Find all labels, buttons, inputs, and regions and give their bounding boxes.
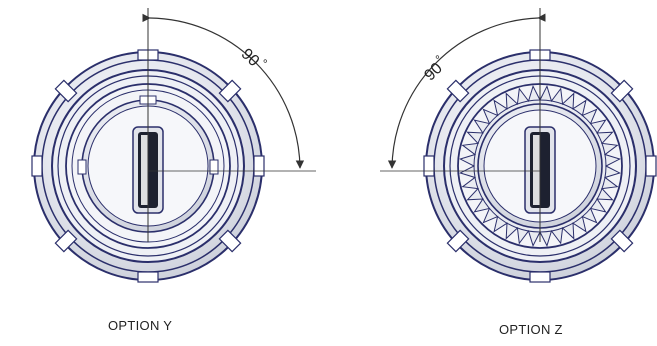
svg-text:90°: 90°: [419, 52, 451, 84]
rotation-arrow-icon: [387, 13, 546, 169]
option-y-caption: OPTION Y: [108, 318, 173, 333]
svg-text:90°: 90°: [238, 43, 270, 75]
rotation-arrow-icon: [142, 13, 305, 169]
option-y-angle-indicator: 90°: [142, 8, 316, 242]
option-z-caption: OPTION Z: [499, 322, 563, 337]
